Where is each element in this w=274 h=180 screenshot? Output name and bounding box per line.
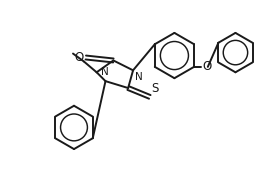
Text: S: S	[151, 82, 158, 95]
Text: O: O	[202, 60, 211, 73]
Text: O: O	[75, 51, 84, 64]
Text: N: N	[101, 67, 109, 77]
Text: N: N	[135, 72, 143, 82]
